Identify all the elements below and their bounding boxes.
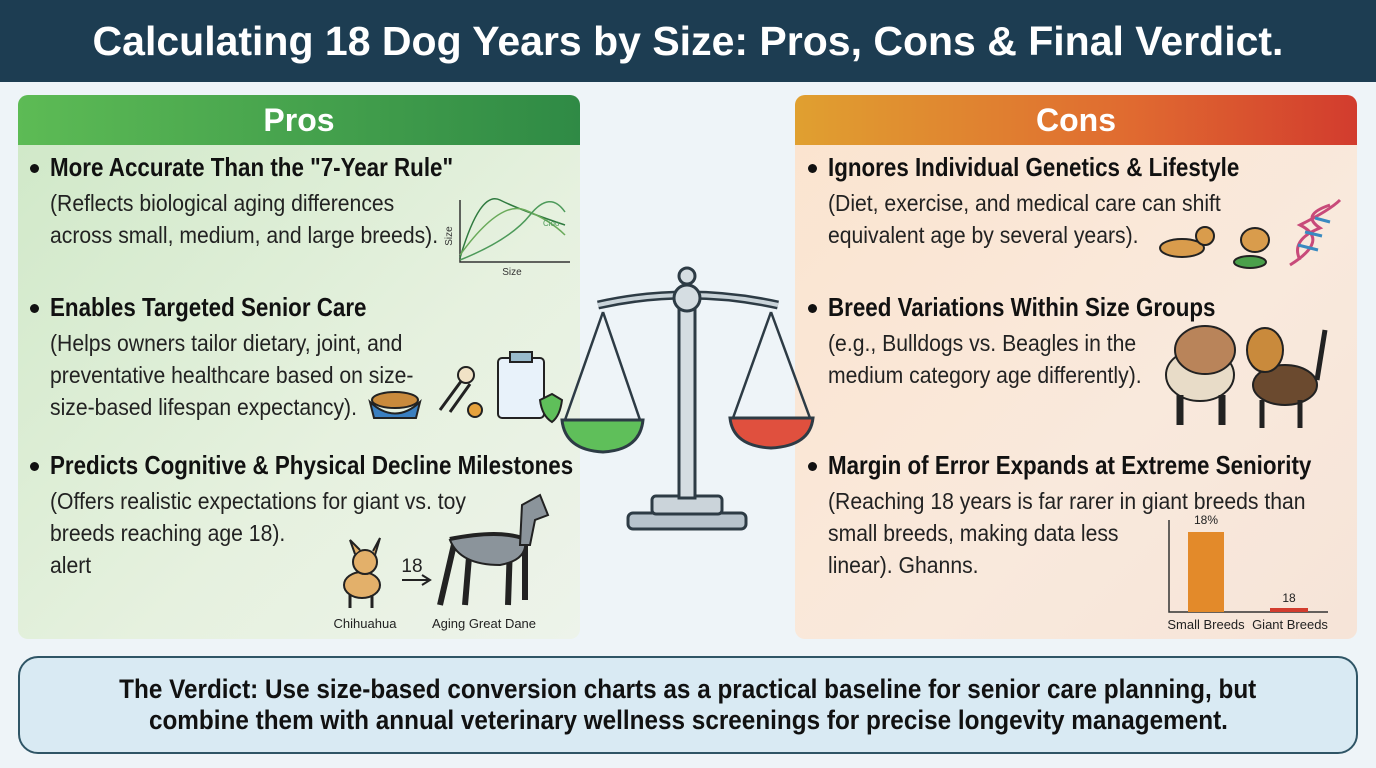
bullet [30,164,39,173]
item-body: (Reflects biological aging differences [50,190,395,216]
verdict: The Verdict: Use size-based conversion c… [18,656,1358,754]
bullet [30,304,39,313]
mini-chart: 18% 18 Small Breeds Giant Breeds [1167,513,1328,632]
sketch-chart: Size Size Cioo [444,198,570,278]
sketch-curve-label: Cioo [543,219,560,228]
sketch-y-label: Size [444,226,455,246]
item-body: small breeds, making data less [828,520,1119,546]
mini-value-label: 18% [1194,513,1218,527]
title: Calculating 18 Dog Years by Size: Pros, … [0,0,1376,82]
item-body: (Reaching 18 years is far rarer in giant… [828,488,1306,514]
item-body: (Offers realistic expectations for giant… [50,488,466,514]
item-body: preventative healthcare based on size- [50,362,414,388]
mini-category-label: Giant Breeds [1252,617,1328,632]
care-icons [368,351,564,424]
item-body: alert [50,552,92,578]
item-body: equivalent age by several years). [828,222,1139,248]
mini-category-label: Small Breeds [1167,617,1245,632]
item-body: (e.g., Bulldogs vs. Beagles in the [828,330,1137,356]
item-heading: Margin of Error Expands at Extreme Senio… [828,450,1312,480]
item-heading: Ignores Individual Genetics & Lifestyle [828,152,1240,182]
item-heading: Predicts Cognitive & Physical Decline Mi… [50,450,574,480]
item-body: medium category age differently). [828,362,1142,388]
item-body: linear). Ghanns. [828,552,979,578]
verdict-line: combine them with annual veterinary well… [148,705,1228,735]
bullet [808,164,817,173]
item-body: across small, medium, and large breeds). [50,222,439,248]
dog-right-label: Aging Great Dane [432,616,536,631]
item-heading: Breed Variations Within Size Groups [828,292,1216,322]
mini-bar [1270,608,1308,612]
verdict-line: The Verdict: Use size-based conversion c… [119,674,1257,704]
bullet [808,304,817,313]
item-heading: More Accurate Than the "7-Year Rule" [50,152,454,182]
item-body: (Diet, exercise, and medical care can sh… [828,190,1221,216]
bullet [808,462,817,471]
dog-illustration: 18 Chihuahua Aging Great Dane [334,493,550,631]
mini-value-label: 18 [1282,591,1296,605]
item-body: breeds reaching age 18). [50,520,286,546]
sketch-x-label: Size [502,267,522,278]
dog-arrow-label: 18 [401,556,422,577]
breed-dogs [1165,325,1328,428]
bullet [30,462,39,471]
item-body: (Helps owners tailor dietary, joint, and [50,330,403,356]
dog-left-label: Chihuahua [334,616,398,631]
cons-title: Cons [795,95,1357,145]
balance-scale [560,266,815,531]
item-body: size-based lifespan expectancy). [50,394,357,420]
mini-bar [1188,532,1224,612]
lifestyle-icons [1159,198,1342,269]
pros-title: Pros [18,95,580,145]
item-heading: Enables Targeted Senior Care [50,292,367,322]
